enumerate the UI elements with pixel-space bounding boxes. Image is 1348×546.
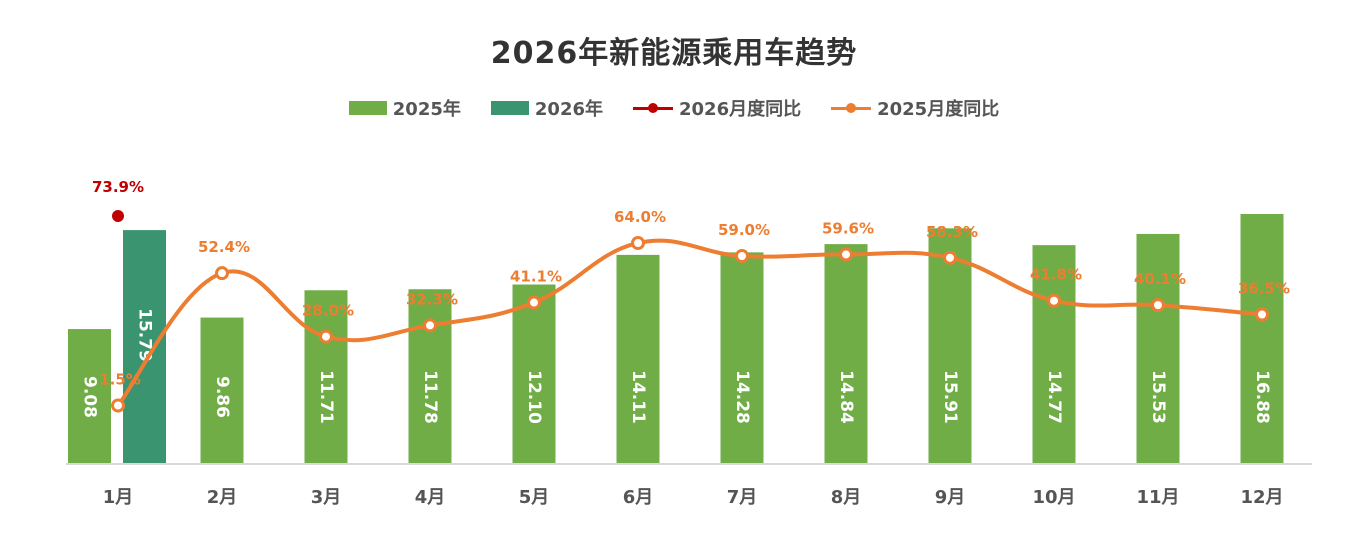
point-2025-yoy-1	[111, 398, 125, 413]
label-2025-yoy-1: 1.5%	[99, 371, 141, 389]
label-2025-yoy-4: 32.3%	[406, 290, 458, 308]
label-2025-yoy-6: 64.0%	[614, 208, 666, 226]
bar-2025-12	[1240, 214, 1284, 463]
bar-label-2025-11: 15.53	[1148, 370, 1168, 424]
legend-item-2025-yoy: 2025月度同比	[831, 95, 999, 121]
legend-swatch-2026-yoy	[633, 101, 673, 115]
label-2025-yoy-5: 41.1%	[510, 268, 562, 286]
bar-2025-4	[408, 289, 452, 463]
bar-label-2025-2: 9.86	[212, 376, 232, 418]
label-2025-yoy-10: 41.8%	[1030, 266, 1082, 284]
x-tick-4: 4月	[415, 487, 446, 508]
point-2025-yoy-5	[527, 295, 541, 310]
bar-label-2025-10: 14.77	[1044, 370, 1064, 424]
line-2025-yoy	[116, 238, 1264, 408]
label-2025-yoy-7: 59.0%	[718, 221, 770, 239]
bar-2025-6	[616, 254, 660, 463]
bar-2025-8	[824, 244, 868, 463]
x-tick-10: 10月	[1032, 487, 1075, 508]
x-tick-5: 5月	[519, 487, 550, 508]
legend-label-2026: 2026年	[534, 99, 603, 120]
bar-2026-1	[123, 230, 166, 463]
bar-2025-1	[68, 329, 111, 463]
bar-2025-11	[1136, 233, 1180, 463]
legend-item-2026-yoy: 2026月度同比	[633, 95, 801, 121]
bar-2025-7	[720, 252, 764, 463]
x-tick-9: 9月	[935, 487, 966, 508]
x-tick-3: 3月	[311, 487, 342, 508]
x-tick-1: 1月	[103, 487, 134, 508]
bar-label-2025-9: 15.91	[940, 370, 960, 424]
x-tick-12: 12月	[1240, 487, 1283, 508]
bar-2025-5	[512, 284, 556, 463]
point-2025-yoy-12	[1255, 307, 1269, 322]
label-2026-yoy-1: 73.9%	[92, 178, 144, 196]
legend-swatch-2025-yoy	[831, 101, 872, 115]
point-2025-yoy-2	[215, 266, 229, 281]
legend-label-2025: 2025年	[392, 99, 461, 120]
point-2025-yoy-10	[1047, 293, 1061, 308]
x-tick-11: 11月	[1136, 487, 1179, 508]
chart-legend: 2025年 2026年 2026月度同比 2025月度同比	[0, 95, 1348, 121]
point-2025-yoy-6	[631, 236, 645, 250]
bar-label-2025-3: 11.71	[316, 370, 336, 424]
point-2026-yoy-1	[112, 210, 124, 222]
bar-label-2026-1: 15.79	[135, 308, 155, 362]
point-2025-yoy-7	[735, 249, 749, 263]
label-2025-yoy-9: 58.3%	[926, 223, 978, 241]
point-2025-yoy-4	[423, 318, 437, 333]
bar-2025-3	[304, 290, 348, 463]
point-2025-yoy-3	[319, 329, 333, 344]
x-tick-2: 2月	[207, 487, 238, 508]
label-2025-yoy-3: 28.0%	[302, 302, 354, 320]
bar-label-2025-1: 9.08	[80, 376, 100, 418]
legend-item-2025: 2025年	[348, 95, 461, 121]
bar-2025-10	[1032, 245, 1076, 463]
point-2025-yoy-8	[839, 247, 853, 262]
x-tick-8: 8月	[831, 487, 862, 508]
chart-title: 2026年新能源乘用车趋势	[490, 36, 858, 71]
point-2025-yoy-9	[943, 250, 957, 265]
legend-swatch-2026	[490, 101, 529, 115]
label-2025-yoy-11: 40.1%	[1134, 270, 1186, 288]
bar-2025-9	[928, 228, 972, 463]
legend-label-2026-yoy: 2026月度同比	[679, 99, 802, 120]
bar-2025-2	[200, 317, 244, 463]
bar-label-2025-4: 11.78	[420, 370, 440, 424]
label-2025-yoy-8: 59.6%	[822, 219, 874, 237]
bar-label-2025-5: 12.10	[524, 370, 544, 424]
legend-item-2026: 2026年	[490, 95, 603, 121]
legend-swatch-2025	[348, 101, 387, 115]
bar-label-2025-7: 14.28	[732, 370, 752, 424]
x-tick-7: 7月	[727, 487, 758, 508]
point-2025-yoy-11	[1151, 298, 1165, 313]
label-2025-yoy-12: 36.5%	[1238, 280, 1290, 298]
x-tick-6: 6月	[623, 487, 654, 508]
bar-label-2025-6: 14.11	[628, 370, 648, 424]
bar-label-2025-12: 16.88	[1252, 370, 1272, 424]
label-2025-yoy-2: 52.4%	[198, 238, 250, 256]
legend-label-2025-yoy: 2025月度同比	[877, 99, 1000, 120]
bar-label-2025-8: 14.84	[836, 370, 856, 424]
